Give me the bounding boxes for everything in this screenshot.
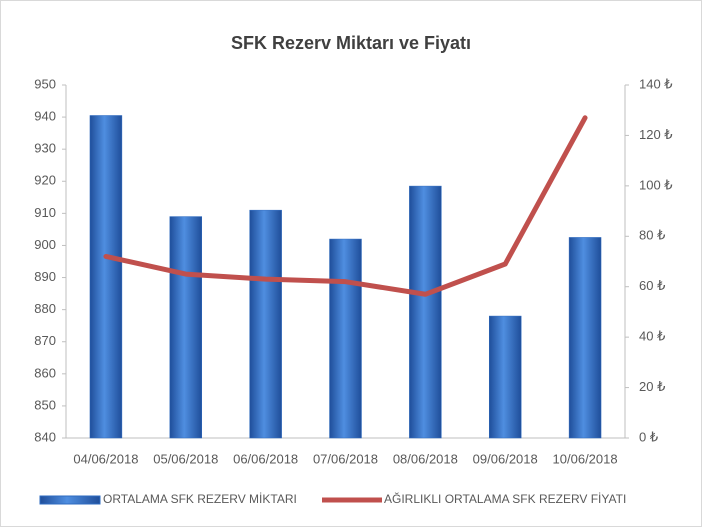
y-tick-label: 840 bbox=[34, 429, 56, 444]
bar bbox=[488, 315, 522, 439]
y-tick-label: 920 bbox=[34, 173, 56, 188]
x-tick-label: 05/06/2018 bbox=[153, 451, 218, 466]
y-tick-label: 950 bbox=[34, 76, 56, 91]
y-tick-label: 870 bbox=[34, 333, 56, 348]
line-series bbox=[103, 115, 588, 297]
y-tick-label: 910 bbox=[34, 205, 56, 220]
y2-tick-label: 40 ₺ bbox=[639, 329, 665, 344]
y2-tick-label: 0 ₺ bbox=[639, 429, 658, 444]
y-tick-label: 900 bbox=[34, 237, 56, 252]
x-tick-label: 07/06/2018 bbox=[313, 451, 378, 466]
x-tick-label: 09/06/2018 bbox=[473, 451, 538, 466]
bar bbox=[169, 216, 203, 439]
y-tick-label: 890 bbox=[34, 269, 56, 284]
bar bbox=[568, 237, 602, 439]
legend-swatch bbox=[39, 495, 101, 505]
y2-tick-label: 20 ₺ bbox=[639, 379, 665, 394]
chart-title: SFK Rezerv Miktarı ve Fiyatı bbox=[231, 33, 471, 53]
x-tick-label: 08/06/2018 bbox=[393, 451, 458, 466]
legend-label: ORTALAMA SFK REZERV MİKTARI bbox=[103, 492, 297, 506]
bar bbox=[409, 185, 442, 439]
y2-tick-label: 100 ₺ bbox=[639, 177, 673, 192]
y-tick-label: 930 bbox=[34, 141, 56, 156]
y2-tick-label: 140 ₺ bbox=[639, 76, 673, 91]
y-tick-label: 940 bbox=[34, 109, 56, 124]
bar bbox=[89, 115, 123, 439]
y2-tick-label: 120 ₺ bbox=[639, 127, 673, 142]
y-tick-label: 880 bbox=[34, 301, 56, 316]
bar bbox=[329, 238, 362, 439]
y2-tick-label: 80 ₺ bbox=[639, 228, 665, 243]
x-tick-label: 06/06/2018 bbox=[233, 451, 298, 466]
x-tick-label: 04/06/2018 bbox=[73, 451, 138, 466]
legend-label: AĞIRLIKLI ORTALAMA SFK REZERV FİYATI bbox=[384, 491, 626, 506]
x-tick-label: 10/06/2018 bbox=[553, 451, 618, 466]
y-tick-label: 850 bbox=[34, 397, 56, 412]
y2-tick-label: 60 ₺ bbox=[639, 278, 665, 293]
bar bbox=[249, 209, 282, 439]
y-tick-label: 860 bbox=[34, 365, 56, 380]
